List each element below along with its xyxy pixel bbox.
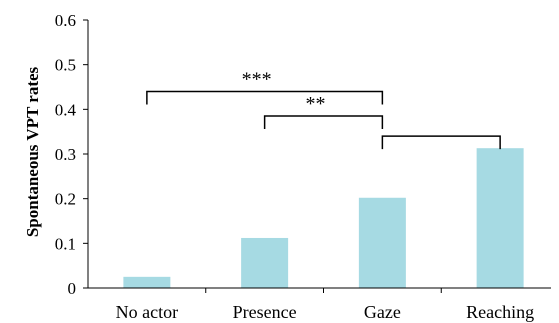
y-tick-label: 0 xyxy=(68,279,77,298)
significance-brackets: ***** xyxy=(146,68,501,150)
y-axis-ticks: 0 0.1 0.2 0.3 0.4 0.5 0.6 xyxy=(55,11,88,298)
x-category-label: Gaze xyxy=(364,302,401,322)
x-category-label: Reaching xyxy=(466,302,534,322)
bar-reaching xyxy=(476,148,524,288)
y-tick-label: 0.5 xyxy=(55,56,76,75)
significance-bracket xyxy=(381,135,501,150)
y-tick-label: 0.6 xyxy=(55,11,76,30)
x-category-label: No actor xyxy=(116,302,178,322)
significance-label: *** xyxy=(242,68,272,90)
x-category-label: Presence xyxy=(233,302,297,322)
bar-presence xyxy=(241,237,289,288)
y-tick-label: 0.4 xyxy=(55,100,77,119)
y-tick-label: 0.2 xyxy=(55,190,76,209)
y-axis-title: Spontaneous VPT rates xyxy=(23,66,42,237)
bars xyxy=(123,148,524,288)
y-tick-label: 0.3 xyxy=(55,145,76,164)
y-tick-label: 0.1 xyxy=(55,234,76,253)
category-labels: No actor Presence Gaze Reaching xyxy=(116,288,534,322)
bar-gaze xyxy=(358,197,406,288)
significance-label: ** xyxy=(306,93,326,115)
significance-bracket xyxy=(146,90,384,105)
bar-no-actor xyxy=(123,276,171,288)
significance-bracket xyxy=(263,115,384,130)
